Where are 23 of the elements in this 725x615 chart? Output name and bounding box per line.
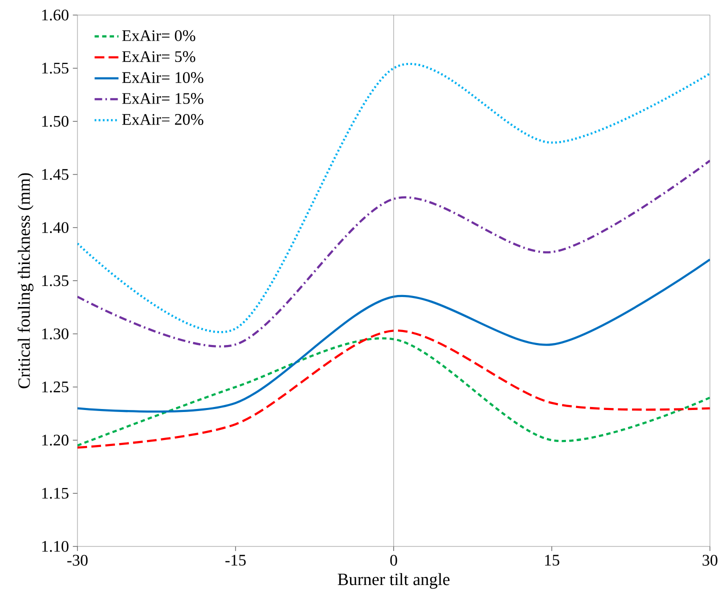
legend-label: ExAir= 10% <box>122 72 204 83</box>
x-tick-label: -15 <box>225 554 246 566</box>
y-tick-label: 1.25 <box>42 381 68 392</box>
x-tick-label: 0 <box>390 554 398 566</box>
y-axis-title: Critical fouling thickness (mm) <box>18 173 34 388</box>
y-tick-label: 1.40 <box>42 222 68 233</box>
y-tick-label: 1.15 <box>42 488 68 499</box>
y-tick-label: 1.55 <box>42 62 68 74</box>
legend-label: ExAir= 0% <box>122 30 196 42</box>
y-tick-label: 1.20 <box>42 434 68 446</box>
y-tick-label: 1.50 <box>42 116 68 127</box>
y-tick-label: 1.10 <box>42 540 68 552</box>
x-tick-label: 15 <box>545 554 560 566</box>
x-tick-label: 30 <box>702 554 718 566</box>
x-axis-title: Burner tilt angle <box>338 572 450 589</box>
legend-label: ExAir= 15% <box>122 92 204 104</box>
legend-label: ExAir= 5% <box>122 51 196 62</box>
x-tick-label: -30 <box>67 554 88 566</box>
y-tick-label: 1.60 <box>42 9 68 20</box>
y-tick-label: 1.45 <box>42 168 68 180</box>
legend-label: ExAir= 20% <box>122 114 204 125</box>
y-tick-label: 1.30 <box>42 328 68 340</box>
y-tick-label: 1.35 <box>42 275 68 286</box>
